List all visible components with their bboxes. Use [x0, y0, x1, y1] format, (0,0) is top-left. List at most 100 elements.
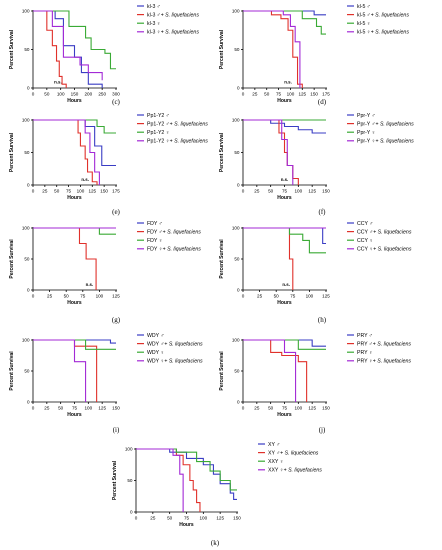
legend-entry: kl-3 ♀ — [147, 21, 161, 27]
series-line-2 — [33, 10, 67, 88]
legend-entry: kl-3 ♂ — [147, 4, 161, 10]
x-tick-label: 100 — [294, 189, 302, 194]
panel-label: (e) — [112, 208, 120, 216]
legend-entry: kl-5 ♀+ S. liquefaciens — [357, 30, 409, 36]
x-tick-label: 150 — [322, 189, 330, 194]
series-line-3 — [33, 119, 116, 134]
legend-entry: Ppr-Y ♂ — [357, 113, 376, 119]
x-axis-label: Hours — [67, 300, 82, 306]
x-tick-label: 50 — [54, 189, 60, 194]
x-tick-label: 50 — [268, 189, 274, 194]
series-line-1 — [243, 227, 326, 245]
legend-entry: WDY ♂ — [147, 333, 164, 339]
panel-label: (j) — [319, 426, 326, 434]
x-axis-label: Hours — [179, 522, 194, 528]
x-tick-label: 100 — [57, 92, 65, 97]
x-tick-label: 175 — [322, 92, 330, 97]
y-tick-label: 100 — [22, 9, 30, 14]
x-tick-label: 25 — [254, 189, 260, 194]
x-tick-label: 50 — [58, 406, 64, 411]
legend-entry: WDY ♀ — [147, 350, 164, 356]
legend-entry: kl-5 ♀ — [357, 21, 371, 27]
x-tick-label: 100 — [287, 92, 295, 97]
x-tick-label: 300 — [112, 92, 120, 97]
legend-entry: Pp1-Y2 ♀ — [147, 130, 170, 136]
y-axis-label: Percent Survival — [219, 132, 225, 172]
y-tick-label: 50 — [234, 150, 240, 155]
legend-entry: Pp1-Y2 ♀+ S. liquefaciens — [147, 139, 208, 145]
y-axis-label: Percent Survival — [219, 351, 225, 391]
significance-label: n.s. — [282, 282, 290, 287]
x-tick-label: 0 — [242, 92, 245, 97]
y-tick-label: 100 — [232, 338, 240, 343]
panel-label: (h) — [318, 316, 327, 324]
legend-entry: FDY ♀+ S. liquefaciens — [147, 247, 201, 253]
x-tick-label: 75 — [184, 516, 190, 521]
x-tick-label: 50 — [274, 294, 280, 299]
legend-entry: kl-3 ♂+ S. liquefaciens — [147, 12, 199, 18]
legend-entry: Ppr-Y ♀ — [357, 130, 376, 136]
significance-label: n.s. — [281, 177, 289, 182]
x-axis-label: Hours — [277, 300, 292, 306]
legend-entry: CCY ♂+ S. liquefaciens — [357, 229, 412, 235]
x-tick-label: 125 — [216, 516, 224, 521]
legend-entry: WDY ♂+ S. liquefaciens — [147, 341, 203, 347]
series-line-4 — [243, 339, 297, 402]
x-tick-label: 100 — [77, 189, 85, 194]
panel-c: 0 50 100 0 50 100 150 200 250 300 Hours Percent Sur… — [9, 4, 199, 106]
x-tick-label: 75 — [290, 294, 296, 299]
series-line-4 — [33, 10, 103, 81]
legend-entry: kl-3 ♀+ S. liquefaciens — [147, 30, 199, 36]
legend-entry: Pp1-Y2 ♂ — [147, 113, 170, 119]
x-tick-label: 25 — [252, 92, 258, 97]
x-tick-label: 100 — [96, 294, 104, 299]
y-tick-label: 50 — [234, 47, 240, 52]
x-tick-label: 100 — [84, 406, 92, 411]
legend-entry: FDY ♂ — [147, 221, 163, 227]
y-tick-label: 0 — [237, 183, 240, 188]
x-axis-label: Hours — [67, 98, 82, 104]
y-tick-label: 0 — [27, 288, 30, 293]
legend-entry: XXY ♀+ S. liquefaciens — [268, 468, 322, 474]
y-axis-label: Percent Survival — [9, 239, 15, 279]
panel-f: 0 50 100 0 25 50 75 100 125 150 Hours Percent Survi… — [219, 113, 414, 216]
legend-entry: Pp1-Y2 ♂+ S. liquefaciens — [147, 121, 208, 127]
x-axis-label: Hours — [277, 98, 292, 104]
x-tick-label: 125 — [308, 189, 316, 194]
x-tick-label: 25 — [257, 294, 263, 299]
x-axis-label: Hours — [277, 412, 292, 418]
y-tick-label: 100 — [22, 338, 30, 343]
legend-entry: PRY ♀+ S. liquefaciens — [357, 359, 411, 365]
x-tick-label: 125 — [112, 294, 120, 299]
x-tick-label: 75 — [80, 294, 86, 299]
legend-entry: PRY ♂ — [357, 333, 373, 339]
x-tick-label: 150 — [71, 92, 79, 97]
legend-entry: CCY ♀+ S. liquefaciens — [357, 247, 412, 253]
series-line-2 — [33, 227, 97, 290]
y-axis-label: Percent Survival — [219, 239, 225, 279]
series-line-4 — [243, 119, 294, 185]
x-tick-label: 0 — [242, 294, 245, 299]
x-tick-label: 50 — [268, 406, 274, 411]
x-tick-label: 125 — [88, 189, 96, 194]
y-axis-label: Percent Survival — [112, 460, 118, 500]
legend-entry: kl-5 ♂+ S. liquefaciens — [357, 12, 409, 18]
x-tick-label: 25 — [150, 516, 156, 521]
series-line-4 — [243, 10, 301, 88]
series-line-3 — [243, 227, 326, 254]
legend-entry: Ppr-Y ♀+ S. liquefaciens — [357, 139, 414, 145]
x-tick-label: 50 — [264, 92, 270, 97]
series-line-1 — [136, 448, 237, 500]
legend-entry: FDY ♀ — [147, 238, 163, 244]
y-tick-label: 0 — [130, 510, 133, 515]
legend-entry: XY ♂ — [268, 442, 280, 448]
panel-k: 0 50 100 0 25 50 75 100 125 150 Hours Percent Survi… — [112, 442, 322, 547]
x-tick-label: 25 — [47, 294, 53, 299]
y-tick-label: 100 — [232, 118, 240, 123]
x-tick-label: 100 — [294, 406, 302, 411]
y-tick-label: 0 — [27, 400, 30, 405]
y-tick-label: 50 — [234, 257, 240, 262]
y-tick-label: 0 — [237, 400, 240, 405]
